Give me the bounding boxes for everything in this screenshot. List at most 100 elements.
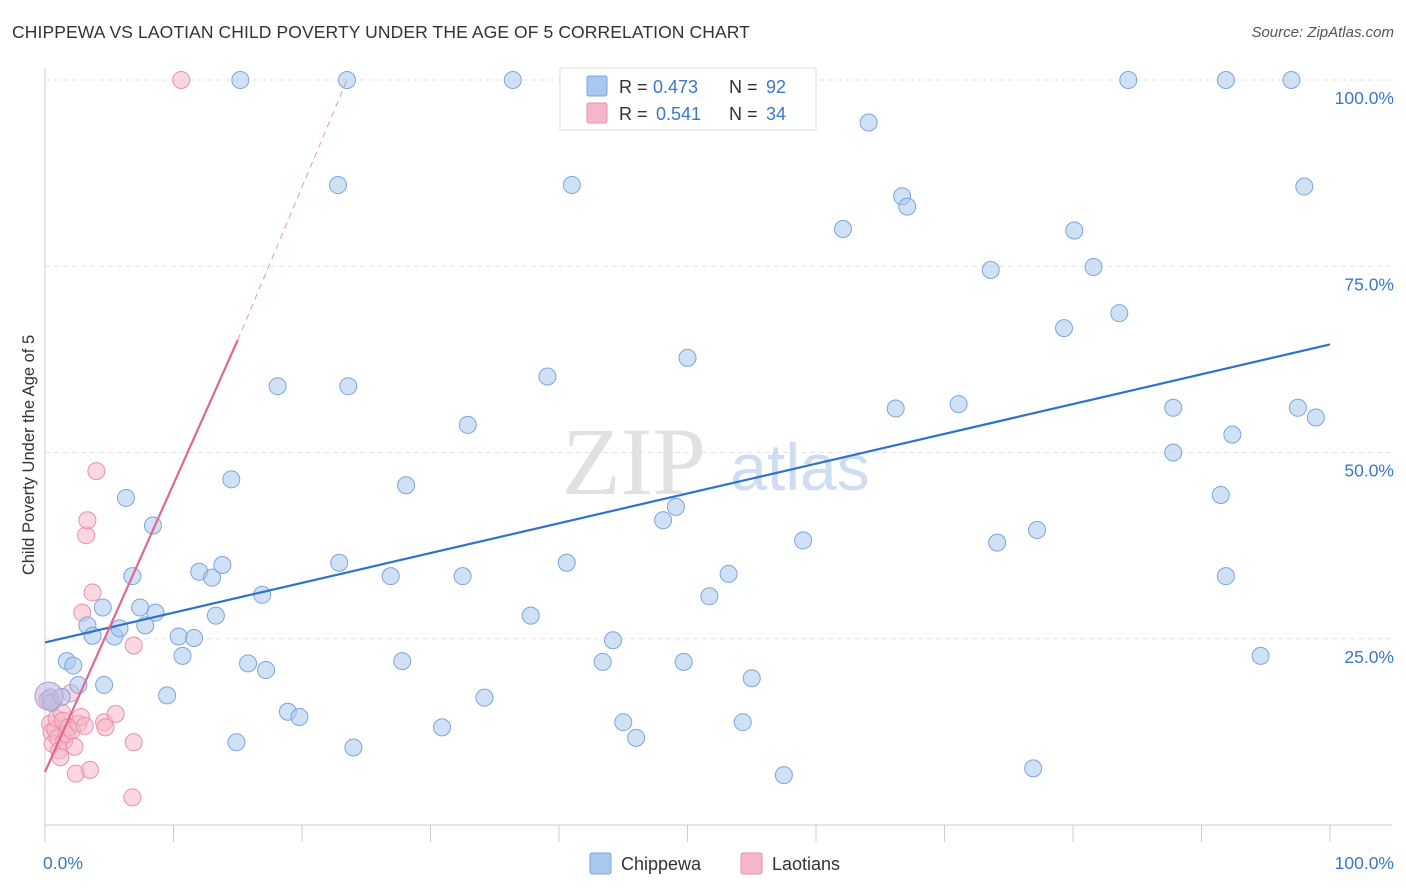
- laotians-trend-extension: [237, 79, 348, 341]
- chippewa-point: [169, 627, 188, 646]
- chippewa-point: [557, 553, 576, 572]
- chippewa-point: [981, 260, 1000, 279]
- n-label: N =: [729, 77, 758, 97]
- correlation-legend: R = 0.473 N = 92 R = 0.541 N = 34: [559, 67, 817, 131]
- chippewa-point: [433, 718, 452, 737]
- r-label: R =: [619, 77, 648, 97]
- grid-lines: [45, 79, 1392, 640]
- chippewa-point: [521, 606, 540, 625]
- chippewa-point: [627, 728, 646, 747]
- chippewa-point: [1223, 425, 1242, 444]
- laotians-point: [172, 71, 191, 89]
- n-value: 92: [766, 77, 786, 97]
- y-tick-label: 25.0%: [1344, 647, 1394, 667]
- trend-lines: [43, 79, 1331, 773]
- chippewa-point: [339, 377, 358, 396]
- chippewa-point: [93, 598, 112, 617]
- y-axis-label: Child Poverty Under the Age of 5: [20, 335, 38, 575]
- chart-title: CHIPPEWA VS LAOTIAN CHILD POVERTY UNDER …: [12, 22, 750, 42]
- chippewa-point: [185, 629, 204, 648]
- chippewa-point: [131, 598, 150, 617]
- series-chippewa: [34, 71, 1325, 785]
- chippewa-point: [603, 631, 622, 650]
- chippewa-point: [453, 567, 472, 586]
- chippewa-point: [227, 733, 246, 752]
- chippewa-point: [774, 766, 793, 785]
- y-tick-label: 50.0%: [1344, 461, 1394, 481]
- chippewa-point: [562, 176, 581, 195]
- chippewa-point: [381, 567, 400, 586]
- legend-swatch-chippewa: [589, 852, 612, 875]
- r-label: R =: [619, 104, 648, 124]
- chippewa-point: [222, 470, 241, 489]
- n-label: N =: [729, 104, 758, 124]
- chippewa-point: [344, 738, 363, 757]
- chippewa-point: [257, 661, 276, 680]
- watermark: ZIP atlas: [562, 408, 870, 515]
- chippewa-point: [330, 553, 349, 572]
- laotians-point: [106, 704, 125, 723]
- chippewa-point: [742, 669, 761, 688]
- chippewa-trend-line: [44, 343, 1331, 644]
- n-value: 34: [766, 104, 786, 124]
- chippewa-point: [1119, 71, 1138, 89]
- laotians-point: [87, 462, 106, 481]
- laotians-point: [65, 737, 84, 756]
- chippewa-point: [206, 606, 225, 625]
- chippewa-point: [203, 568, 222, 587]
- source-note: Source: ZipAtlas.com: [1251, 24, 1394, 41]
- chippewa-point: [393, 652, 412, 671]
- laotians-trend-line: [43, 339, 239, 773]
- chippewa-point: [1164, 398, 1183, 417]
- chippewa-point: [253, 585, 272, 604]
- laotians-point: [78, 511, 97, 530]
- chippewa-point: [116, 488, 135, 507]
- chippewa-point: [988, 533, 1007, 552]
- chippewa-point: [1164, 443, 1183, 462]
- chippewa-point: [1065, 221, 1084, 240]
- chippewa-point: [1055, 319, 1074, 338]
- x-tick-labels: 0.0% 100.0%: [43, 853, 1394, 873]
- chippewa-point: [173, 646, 192, 665]
- y-tick-labels: 25.0% 50.0% 75.0% 100.0%: [1335, 88, 1394, 667]
- chippewa-point: [1216, 567, 1235, 586]
- chippewa-point: [337, 71, 356, 89]
- laotians-point: [77, 526, 96, 545]
- chippewa-swatch: [586, 75, 608, 97]
- chippewa-point: [328, 176, 347, 195]
- chippewa-point-cluster: [34, 681, 64, 711]
- chippewa-point: [614, 713, 633, 732]
- chippewa-point: [1251, 646, 1270, 665]
- y-tick-label: 100.0%: [1335, 88, 1394, 108]
- laotians-swatch: [586, 102, 608, 124]
- laotians-point: [80, 760, 99, 779]
- chippewa-point: [95, 675, 114, 694]
- watermark-zip: ZIP: [562, 408, 706, 515]
- chippewa-point: [1306, 408, 1325, 427]
- chippewa-point: [1288, 398, 1307, 417]
- series-legend: Chippewa Laotians: [589, 852, 840, 875]
- chippewa-point: [898, 197, 917, 216]
- legend-swatch-laotians: [740, 852, 763, 875]
- chippewa-point: [503, 71, 522, 89]
- chippewa-point: [1211, 485, 1230, 504]
- chippewa-point: [593, 652, 612, 671]
- chippewa-point: [158, 686, 177, 705]
- chippewa-point: [1216, 71, 1235, 89]
- chippewa-point: [700, 587, 719, 606]
- chippewa-point: [538, 367, 557, 386]
- y-tick-label: 75.0%: [1344, 274, 1394, 294]
- legend-label-chippewa: Chippewa: [621, 854, 702, 874]
- laotians-point: [75, 716, 94, 735]
- axes: [44, 68, 1392, 842]
- chippewa-point: [859, 113, 878, 132]
- chippewa-point: [674, 652, 693, 671]
- chippewa-point: [1028, 520, 1047, 539]
- chippewa-point: [666, 497, 685, 516]
- laotians-point: [96, 718, 115, 737]
- laotians-point: [124, 733, 143, 752]
- chippewa-point: [794, 531, 813, 550]
- x-tick-label: 0.0%: [43, 853, 83, 873]
- chippewa-point: [678, 348, 697, 367]
